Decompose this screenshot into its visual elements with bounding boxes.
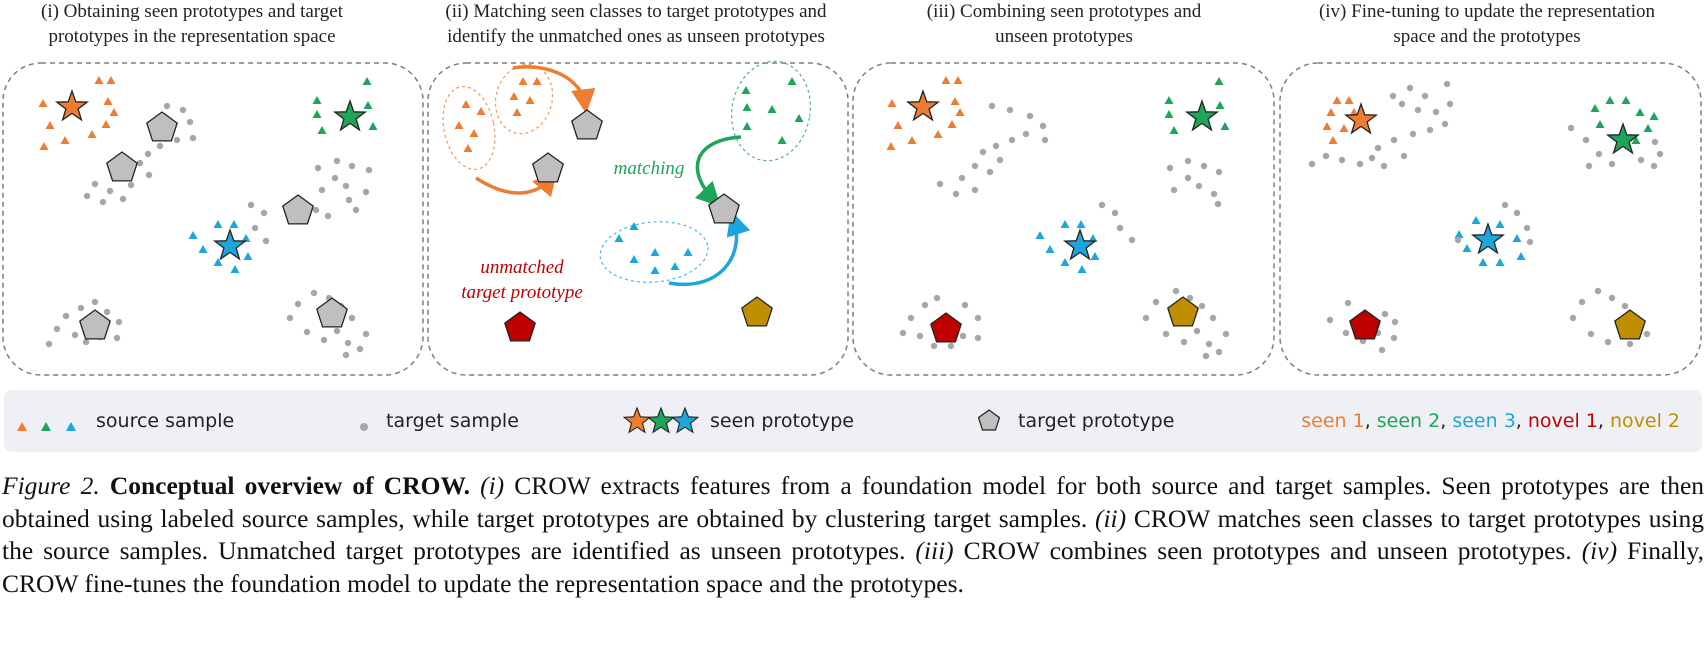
figure-caption: Figure 2. Conceptual overview of CROW. (…	[2, 470, 1704, 600]
seen-prototype-3-star	[212, 228, 248, 261]
legend-class-seen1: seen 1	[1301, 410, 1364, 432]
legend-source-sample-icon	[17, 422, 76, 431]
legend: source sample target sample seen prototy…	[4, 390, 1702, 452]
panel-3-source-samples-seen3	[1035, 220, 1100, 273]
seen-prototype-2-star	[332, 99, 368, 132]
panel-1-title-line2: prototypes in the representation space	[48, 26, 335, 47]
caption-text-ii: CROW matches seen classes to target prot…	[2, 503, 1704, 566]
panel-1-title-line1: (i) Obtaining seen prototypes and target	[41, 1, 344, 22]
legend-target-sample-icon	[360, 423, 368, 431]
panel-3-title-line1: (iii) Combining seen prototypes and	[927, 1, 1202, 22]
panel-2-source-samples-seen3	[614, 222, 693, 274]
legend-class-seen2: seen 2	[1377, 410, 1440, 432]
caption-marker-ii: (ii)	[1094, 503, 1127, 533]
panel-1-frame	[2, 62, 424, 376]
panel-3-title-line2: unseen prototypes	[995, 26, 1133, 47]
panel-3-frame	[852, 62, 1275, 376]
seen-prototype-1-star	[54, 89, 90, 122]
panel-4-seen-prototype-2-star	[1605, 122, 1641, 155]
legend-background	[4, 390, 1702, 452]
caption-marker-i: (i)	[480, 471, 505, 500]
panel-titles: (i) Obtaining seen prototypes and target…	[41, 1, 1656, 47]
panel-2-frame	[427, 62, 849, 376]
panel-2-source-samples-seen2	[741, 77, 804, 144]
caption-label: Figure 2.	[2, 471, 100, 500]
panel-4-unseen-prototype-novel2	[1614, 309, 1646, 340]
panel-4-unseen-prototype-novel1	[1349, 309, 1381, 340]
unmatched-label-line2: target prototype	[461, 282, 583, 303]
caption-marker-iii: (iii)	[915, 536, 954, 565]
source-samples-seen3	[188, 220, 253, 273]
panel-2-source-samples-seen1	[454, 77, 542, 152]
legend-target-sample-label: target sample	[386, 410, 519, 432]
panel-3-unseen-prototype-novel2	[1167, 296, 1199, 327]
legend-class-novel1: novel 1	[1528, 410, 1598, 432]
panel-4-source-samples-seen3	[1454, 216, 1526, 266]
panel-4-content	[1308, 80, 1664, 354]
legend-target-prototype-icon	[977, 409, 1001, 431]
legend-target-prototype-label: target prototype	[1018, 410, 1174, 432]
caption-text-iv: Finally, CROW fine-tunes the foundation …	[2, 536, 1705, 598]
unmatched-prototype-novel2	[741, 296, 773, 327]
unmatched-prototype-novel1	[504, 311, 536, 342]
unmatched-label-line1: unmatched	[480, 257, 564, 278]
source-samples-seen2	[312, 77, 378, 134]
target-prototypes	[79, 111, 348, 340]
panel-2-target-prototypes	[532, 109, 740, 224]
panel-3-content	[886, 76, 1230, 360]
panel-3-seen-prototype-3-star	[1062, 228, 1098, 261]
panel-3-unseen-prototype-novel1	[930, 312, 962, 343]
caption-text-iii: CROW combines seen prototypes and unseen…	[953, 536, 1582, 565]
caption-title: Conceptual overview of CROW.	[109, 471, 470, 500]
legend-source-sample-label: source sample	[96, 410, 234, 432]
panel-4-source-samples-seen1	[1322, 96, 1359, 144]
caption-text-i: CROW extracts features from a foundation…	[2, 471, 1705, 533]
panel-4-title-line1: (iv) Fine-tuning to update the represent…	[1319, 1, 1656, 22]
matching-label: matching	[614, 158, 685, 179]
panel-1-content	[38, 76, 378, 359]
legend-seen-prototype-label: seen prototype	[710, 410, 854, 432]
caption-marker-iv: (iv)	[1581, 536, 1618, 565]
panel-4-frame	[1279, 62, 1702, 376]
panel-3-seen-prototype-1-star	[905, 89, 941, 122]
panel-4-target-samples	[1308, 80, 1664, 354]
panel-4-source-samples-seen2	[1590, 96, 1659, 144]
panel-3-source-samples-seen1	[886, 76, 965, 150]
legend-class-seen3: seen 3	[1452, 410, 1515, 432]
panel-2-content: matching unmatched target prototype	[442, 60, 811, 342]
legend-seen-prototype-icon	[622, 406, 700, 434]
panel-2-title-line2: identify the unmatched ones as unseen pr…	[447, 26, 825, 47]
panel-3-source-samples-seen2	[1164, 77, 1230, 134]
panel-4-seen-prototype-3-star	[1470, 222, 1506, 255]
panel-2-title-line1: (ii) Matching seen classes to target pro…	[445, 1, 827, 22]
legend-class-colors: seen 1, seen 2, seen 3, novel 1, novel 2	[1301, 410, 1680, 432]
panel-3-target-samples	[899, 102, 1230, 360]
panel-4-seen-prototype-1-star	[1343, 102, 1379, 135]
crow-overview-diagram: (i) Obtaining seen prototypes and target…	[2, 1, 1702, 452]
panel-3-seen-prototype-2-star	[1184, 99, 1220, 132]
panel-4-title-line2: space and the prototypes	[1393, 26, 1580, 47]
source-samples-seen1	[38, 76, 119, 150]
legend-class-novel2: novel 2	[1610, 410, 1680, 432]
